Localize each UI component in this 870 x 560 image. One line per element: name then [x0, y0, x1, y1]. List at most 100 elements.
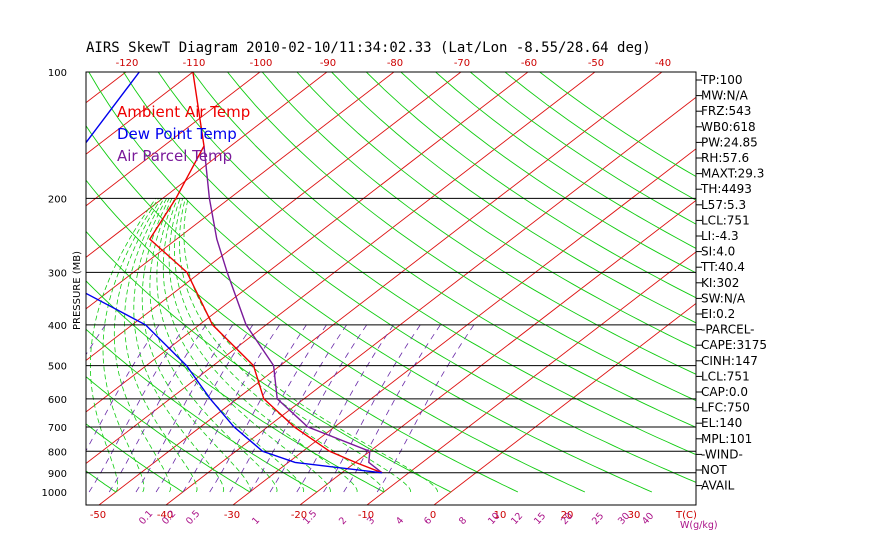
- index-label: LCL:751: [701, 213, 750, 227]
- pressure-tick-label: 400: [48, 321, 67, 332]
- index-label: -WIND-: [701, 447, 743, 461]
- bottom-temp-tick-label: 30: [628, 510, 641, 521]
- legend-entry: Air Parcel Temp: [117, 147, 232, 165]
- index-label: EI:0.2: [701, 307, 735, 321]
- plot-frame: [85, 71, 697, 506]
- isotherm-line: [98, 72, 663, 505]
- dewpoint-temp-line: [86, 72, 383, 474]
- dry-adiabat-line: [261, 72, 696, 375]
- mixing-ratio-line: [229, 324, 327, 493]
- pressure-axis: 100 200 300 400 500 600 700 800 900 1000: [42, 68, 67, 499]
- dry-adiabat-line: [192, 72, 696, 428]
- isotherm-line: [86, 72, 529, 413]
- index-label: MW:N/A: [701, 89, 749, 103]
- isotherm-line: [232, 148, 696, 505]
- index-label: L57:5.3: [701, 198, 746, 212]
- moist-adiabat-line: [174, 198, 385, 493]
- isotherm-line: [0, 72, 59, 505]
- bottom-temp-tick-label: 0: [430, 510, 436, 521]
- isotherm-line: [86, 72, 462, 361]
- dry-adiabat-line: [435, 72, 696, 249]
- top-temp-tick-label: -110: [183, 58, 206, 69]
- mixing-ratio-label: 1: [250, 515, 262, 527]
- pressure-tick-label: 900: [48, 469, 67, 480]
- mixing-ratio-line: [0, 325, 12, 492]
- mixing-ratio-label: 12: [509, 511, 525, 527]
- top-temp-tick-label: -60: [521, 58, 537, 69]
- dry-adiabat-line: [123, 72, 696, 483]
- mixing-ratio-line: [182, 324, 280, 493]
- mixing-ratio-label: 25: [590, 511, 606, 527]
- bottom-temp-tick-label: -40: [157, 510, 173, 521]
- index-label: RH:57.6: [701, 151, 749, 165]
- ambient-temp-line: [148, 72, 383, 474]
- isotherm-line: [165, 96, 696, 505]
- index-label: CAPE:3175: [701, 338, 767, 352]
- bottom-temperature-axis: -50 -40 -30 -20 -10 0 10 20 30 T(C): [90, 510, 697, 521]
- mixing-ratio-label: 2: [337, 515, 349, 527]
- moist-adiabat-line: [113, 198, 171, 493]
- temperature-unit-label: T(C): [675, 510, 697, 521]
- mixing-ratio-label: 15: [532, 511, 548, 527]
- isotherm-line: [86, 72, 395, 310]
- bottom-temp-tick-label: -20: [291, 510, 307, 521]
- index-label: LFC:750: [701, 401, 750, 415]
- top-temp-tick-label: -80: [387, 58, 403, 69]
- chart-title: AIRS SkewT Diagram 2010-02-10/11:34:02.3…: [86, 40, 651, 56]
- pressure-tick-label: 700: [48, 423, 67, 434]
- mixing-ratio-label: 3: [365, 515, 377, 527]
- mixing-ratio-label: 0.1: [137, 508, 155, 527]
- index-label: FRZ:543: [701, 104, 751, 118]
- pressure-tick-label: 1000: [42, 488, 67, 499]
- index-label: TH:4493: [700, 182, 752, 196]
- isotherm-line: [299, 199, 696, 505]
- isotherm-line: [86, 72, 596, 465]
- top-temp-tick-label: -90: [320, 58, 336, 69]
- isotherm-line: [433, 302, 696, 505]
- dry-adiabat-line: [331, 72, 696, 324]
- dry-adiabat-line: [227, 72, 696, 402]
- dry-adiabat-line: [86, 423, 184, 493]
- dry-adiabat-line: [86, 230, 452, 493]
- dry-adiabat-line: [296, 72, 696, 349]
- mixing-ratio-label: 4: [394, 515, 406, 527]
- top-temp-tick-label: -70: [454, 58, 470, 69]
- mixing-ratio-label: 40: [640, 511, 656, 527]
- mixing-ratio-label: 8: [457, 515, 469, 527]
- index-label: SW:N/A: [701, 291, 746, 305]
- chart-legend: Ambient Air Temp Dew Point Temp Air Parcel…: [117, 103, 250, 165]
- legend-entry: Ambient Air Temp: [117, 103, 250, 121]
- dry-adiabat-line: [157, 72, 696, 456]
- mixing-ratio-label: 0.5: [184, 508, 202, 527]
- mixing-ratio-line: [296, 324, 394, 493]
- bottom-temp-tick-label: 20: [561, 510, 574, 521]
- moist-adiabat-line: [179, 198, 412, 493]
- mixing-ratio-line: [0, 325, 59, 492]
- dry-adiabat-line: [400, 72, 696, 274]
- dry-adiabat-line: [504, 72, 696, 201]
- pressure-tick-label: 600: [48, 395, 67, 406]
- index-label: EL:140: [701, 416, 742, 430]
- index-label: CAP:0.0: [701, 385, 748, 399]
- dry-adiabat-line: [88, 72, 653, 493]
- isotherm-line: [366, 251, 696, 505]
- isotherm-line: [86, 72, 328, 258]
- moist-adiabat-line: [102, 198, 159, 493]
- pressure-gridlines: [86, 197, 696, 474]
- index-label: LI:-4.3: [701, 229, 739, 243]
- dry-adiabat-line: [86, 179, 519, 493]
- index-label: KI:302: [701, 276, 739, 290]
- moist-adiabat-line: [183, 198, 438, 493]
- index-label: PW:24.85: [701, 135, 758, 149]
- mixing-ratio-label: 6: [422, 515, 434, 527]
- moist-adiabat-line: [149, 198, 278, 493]
- moist-adiabat-line: [156, 198, 305, 493]
- pressure-tick-label: 300: [48, 268, 67, 279]
- top-temperature-axis: -120 -110 -100 -90 -80 -70 -60 -50 -40: [116, 58, 672, 69]
- pressure-tick-label: 100: [48, 68, 67, 79]
- index-label: WB0:618: [701, 120, 756, 134]
- top-temp-tick-label: -120: [116, 58, 139, 69]
- index-label: CINH:147: [701, 354, 758, 368]
- index-label: NOT: [701, 463, 727, 477]
